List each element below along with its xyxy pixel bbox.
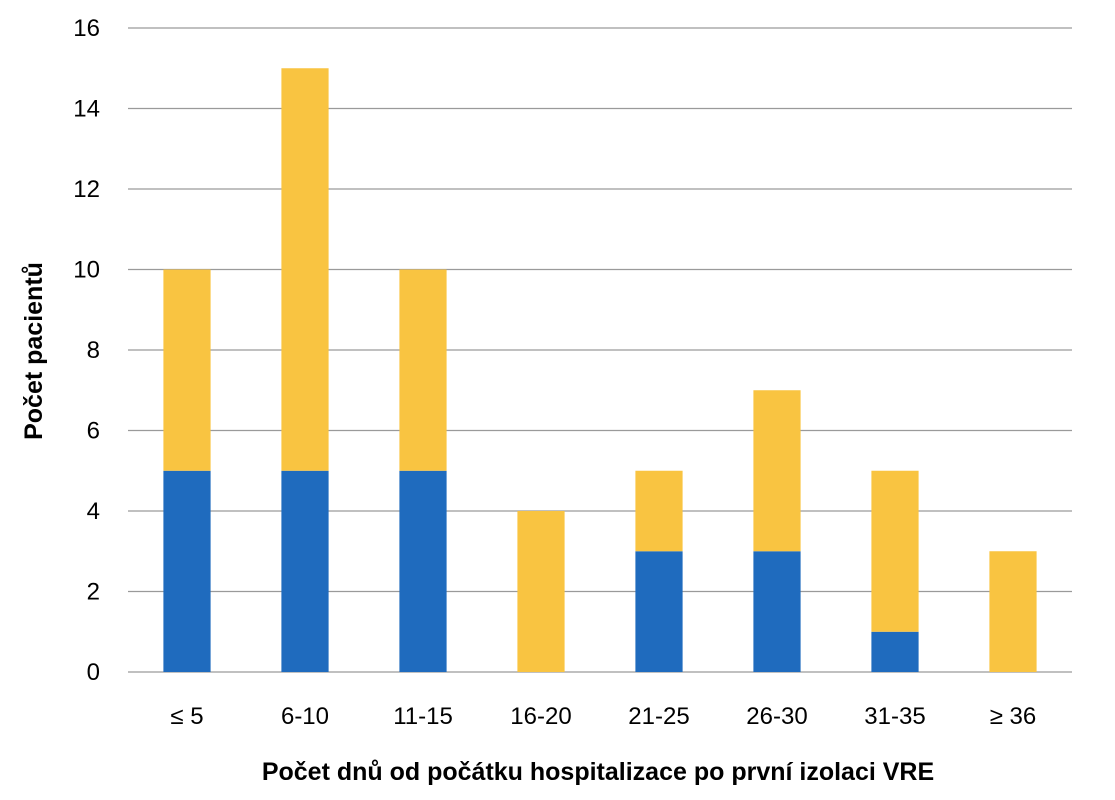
y-tick-label-8: 8 xyxy=(87,337,100,364)
bar-series2-3 xyxy=(399,269,447,471)
gridlines xyxy=(128,27,1072,673)
bar-series2-2 xyxy=(281,68,329,471)
bar-series1-7 xyxy=(871,631,919,672)
y-axis-tick-labels: 0 2 4 6 8 10 12 14 16 xyxy=(73,15,100,686)
bar-series2-7 xyxy=(871,470,919,632)
y-axis-title: Počet pacientů xyxy=(20,262,48,440)
x-tick-label-8: ≥ 36 xyxy=(990,703,1037,730)
x-axis-title: Počet dnů od počátku hospitalizace po pr… xyxy=(262,758,934,786)
x-tick-label-1: ≤ 5 xyxy=(170,703,203,730)
x-axis-tick-labels: ≤ 5 6-10 11-15 16-20 21-25 26-30 31-35 ≥ 36 xyxy=(170,703,1036,730)
y-tick-label-0: 0 xyxy=(87,659,100,686)
x-tick-label-6: 26-30 xyxy=(746,703,807,730)
bar-series1-6 xyxy=(753,551,801,672)
bar-series2-8 xyxy=(989,551,1037,672)
y-tick-label-4: 4 xyxy=(87,498,100,525)
y-tick-label-10: 10 xyxy=(73,257,100,284)
bar-series1-3 xyxy=(399,470,447,672)
bar-series1-2 xyxy=(281,470,329,672)
bars xyxy=(163,68,1037,672)
x-tick-label-2: 6-10 xyxy=(281,703,329,730)
bar-series1-1 xyxy=(163,470,211,672)
y-tick-label-2: 2 xyxy=(87,579,100,606)
bar-series2-5 xyxy=(635,470,683,552)
y-tick-label-14: 14 xyxy=(73,96,100,123)
y-tick-label-12: 12 xyxy=(73,176,100,203)
bar-series2-6 xyxy=(753,390,801,552)
x-tick-label-4: 16-20 xyxy=(510,703,571,730)
x-tick-label-3: 11-15 xyxy=(393,703,453,730)
bar-series2-4 xyxy=(517,511,565,672)
bar-series1-5 xyxy=(635,551,683,672)
y-tick-label-6: 6 xyxy=(87,418,100,445)
y-tick-label-16: 16 xyxy=(73,15,100,42)
x-tick-label-7: 31-35 xyxy=(864,703,925,730)
bar-series2-1 xyxy=(163,269,211,471)
x-tick-label-5: 21-25 xyxy=(628,703,689,730)
